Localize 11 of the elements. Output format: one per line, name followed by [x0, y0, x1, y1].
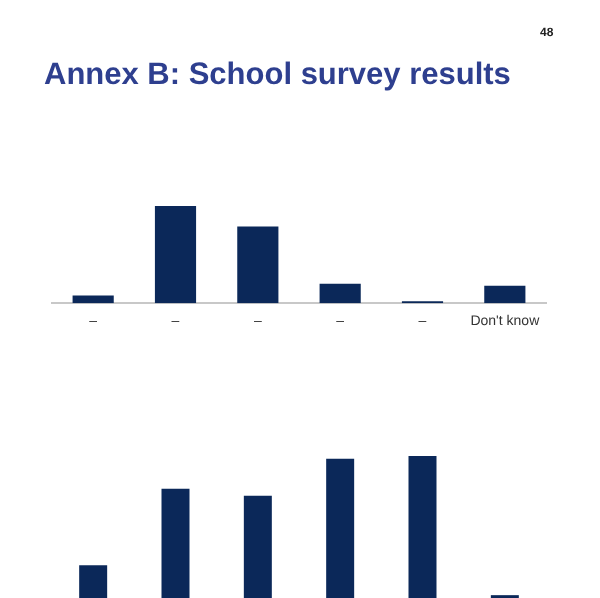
bar	[484, 285, 526, 304]
bar	[237, 226, 279, 304]
chart-title: Annex B: School survey results	[44, 58, 511, 94]
bar	[326, 458, 355, 598]
bar	[161, 488, 190, 598]
bar	[243, 495, 272, 598]
bar	[154, 206, 197, 304]
bar	[408, 456, 437, 598]
bar	[319, 283, 361, 304]
bar	[79, 565, 108, 598]
bar	[72, 295, 114, 304]
